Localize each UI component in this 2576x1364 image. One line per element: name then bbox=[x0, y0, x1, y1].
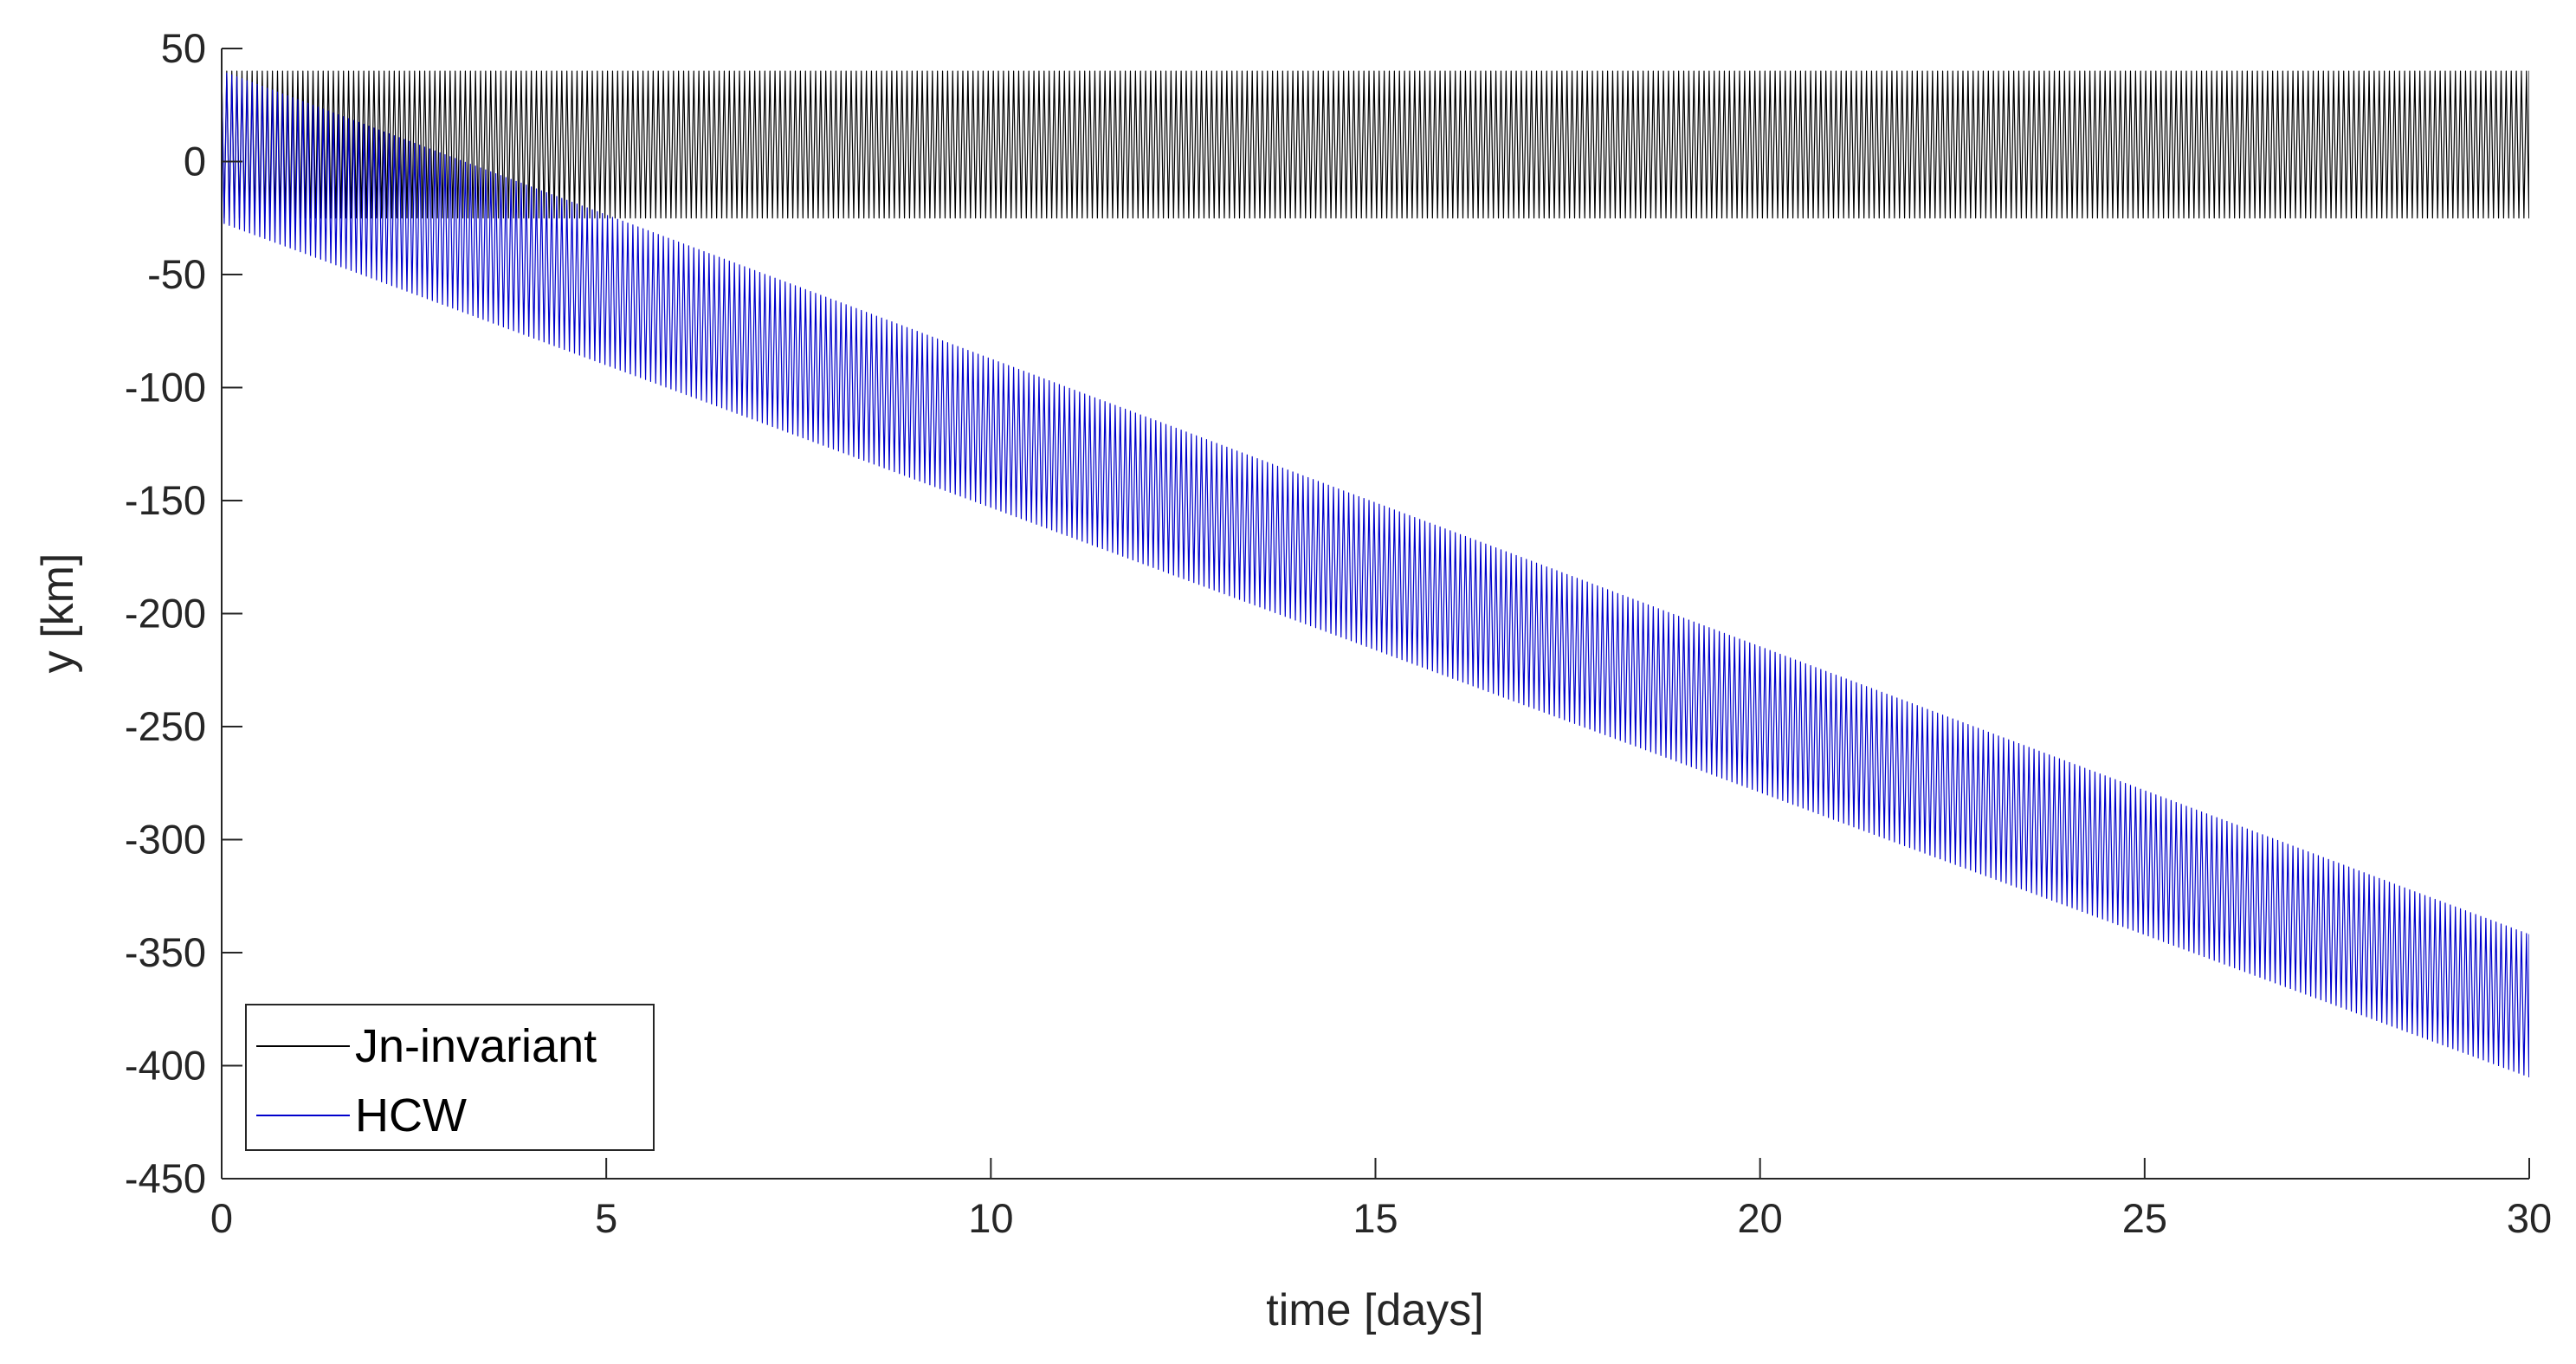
x-axis-label: time [days] bbox=[1266, 1285, 1483, 1335]
series-line-hcw bbox=[222, 71, 2529, 1078]
x-tick-label: 5 bbox=[595, 1195, 617, 1241]
x-tick-label: 25 bbox=[2122, 1195, 2167, 1241]
legend-label-hcw: HCW bbox=[355, 1089, 467, 1141]
y-tick-label: 50 bbox=[161, 25, 206, 71]
y-tick-label: -400 bbox=[125, 1043, 206, 1089]
series-line-jn-invariant bbox=[222, 70, 2529, 219]
y-tick-label: -250 bbox=[125, 703, 206, 749]
y-tick-label: -350 bbox=[125, 929, 206, 975]
x-tick-label: 30 bbox=[2507, 1195, 2552, 1241]
legend-label-jn-invariant: Jn-invariant bbox=[355, 1020, 597, 1072]
series-layer bbox=[222, 70, 2529, 1078]
legend: Jn-invariant HCW bbox=[245, 1004, 655, 1151]
y-tick-label: -450 bbox=[125, 1155, 206, 1201]
y-tick-label: -200 bbox=[125, 591, 206, 637]
x-tick-label: 20 bbox=[1738, 1195, 1783, 1241]
y-tick-label: -150 bbox=[125, 477, 206, 523]
y-axis-label: y [km] bbox=[33, 553, 83, 674]
y-tick-label: -100 bbox=[125, 365, 206, 410]
x-ticks: 0 5 10 15 20 25 30 bbox=[210, 1158, 2552, 1241]
legend-box bbox=[245, 1004, 655, 1151]
y-tick-label: 0 bbox=[184, 139, 206, 184]
y-tick-label: -50 bbox=[147, 251, 206, 297]
y-ticks: 50 0 -50 -100 -150 -200 -250 -300 -350 -400 -450 bbox=[125, 25, 242, 1201]
y-tick-label: -300 bbox=[125, 817, 206, 863]
x-tick-label: 10 bbox=[968, 1195, 1013, 1241]
x-tick-label: 0 bbox=[210, 1195, 233, 1241]
x-tick-label: 15 bbox=[1353, 1195, 1398, 1241]
